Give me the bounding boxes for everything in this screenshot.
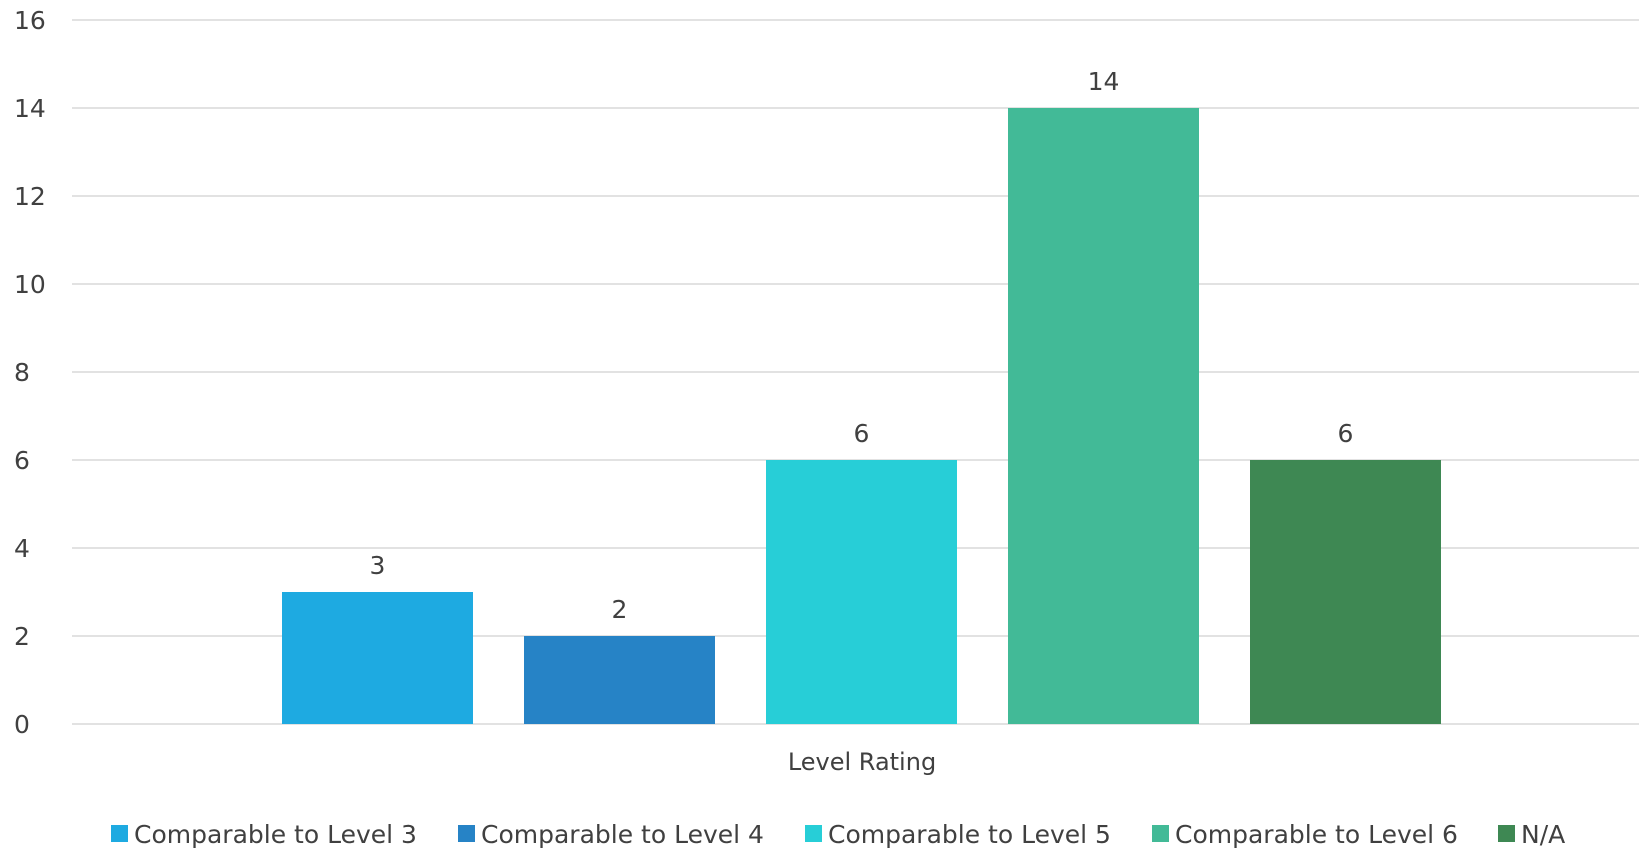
legend-swatch — [111, 825, 128, 842]
legend-label: Comparable to Level 6 — [1175, 820, 1458, 849]
legend-item: Comparable to Level 4 — [458, 820, 764, 849]
legend-label: Comparable to Level 5 — [828, 820, 1111, 849]
bar — [524, 636, 715, 724]
legend-item: Comparable to Level 5 — [805, 820, 1111, 849]
y-tick-label: 10 — [14, 270, 46, 299]
y-tick-label: 8 — [14, 358, 30, 387]
y-tick-label: 14 — [14, 94, 46, 123]
legend-swatch — [458, 825, 475, 842]
bar — [282, 592, 473, 724]
legend-label: N/A — [1521, 820, 1565, 849]
legend-swatch — [1152, 825, 1169, 842]
legend-label: Comparable to Level 4 — [481, 820, 764, 849]
legend-item: Comparable to Level 6 — [1152, 820, 1458, 849]
y-tick-label: 2 — [14, 622, 30, 651]
data-label: 6 — [854, 419, 870, 448]
data-label: 3 — [370, 551, 386, 580]
bars — [282, 108, 1441, 724]
y-tick-label: 4 — [14, 534, 30, 563]
legend-label: Comparable to Level 3 — [134, 820, 417, 849]
legend-item: N/A — [1498, 820, 1565, 849]
y-tick-label: 16 — [14, 6, 46, 35]
legend-item: Comparable to Level 3 — [111, 820, 417, 849]
bar — [1250, 460, 1441, 724]
y-tick-label: 12 — [14, 182, 46, 211]
y-tick-label: 0 — [14, 710, 30, 739]
data-label: 2 — [612, 595, 628, 624]
y-axis-ticks: 0 2 4 6 8 10 12 14 16 — [14, 6, 46, 739]
x-axis-title: Level Rating — [788, 748, 936, 776]
y-tick-label: 6 — [14, 446, 30, 475]
legend: Comparable to Level 3 Comparable to Level… — [111, 820, 1565, 849]
data-label: 6 — [1338, 419, 1354, 448]
bar — [766, 460, 957, 724]
legend-swatch — [805, 825, 822, 842]
legend-swatch — [1498, 825, 1515, 842]
data-label: 14 — [1088, 67, 1120, 96]
bar — [1008, 108, 1199, 724]
